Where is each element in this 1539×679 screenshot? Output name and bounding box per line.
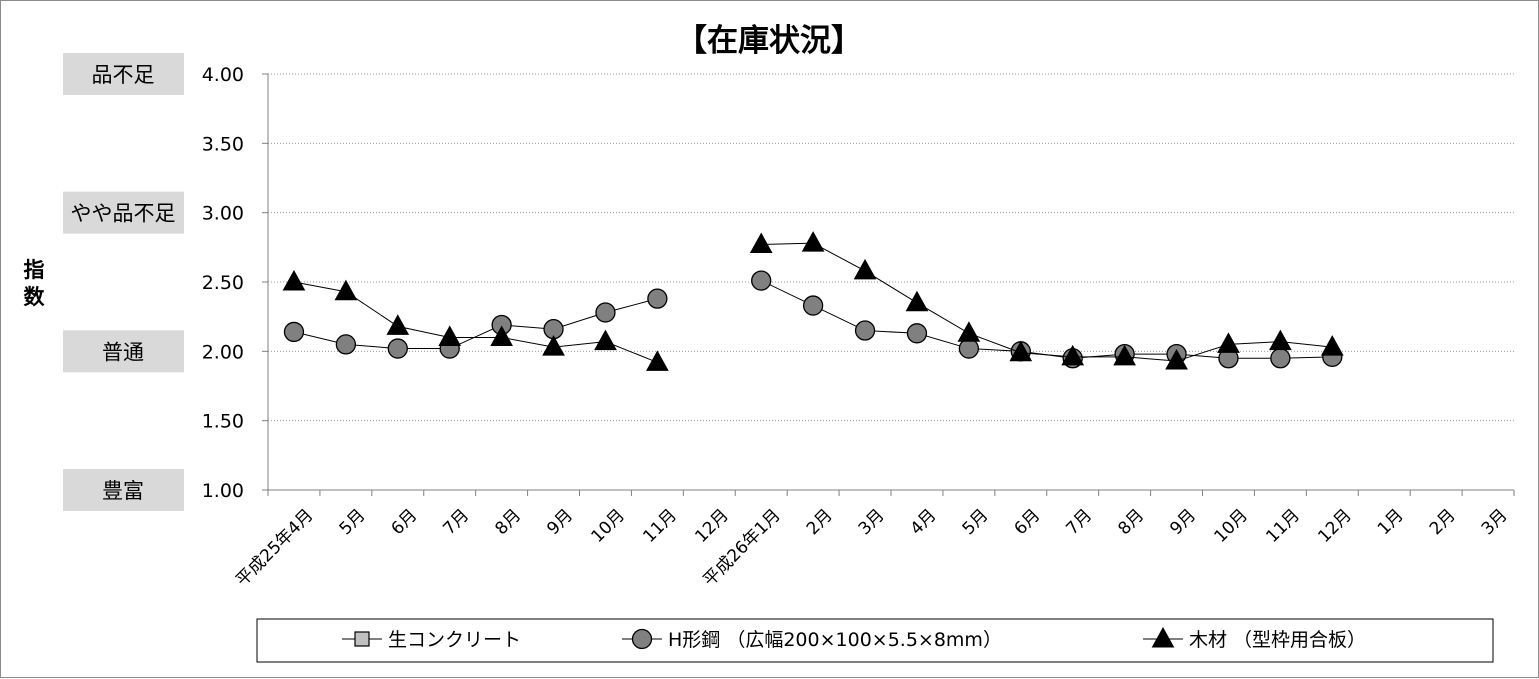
- x-tick-label: 8月: [1114, 505, 1148, 539]
- y-axis-label-char: 数: [24, 285, 46, 309]
- y-tick-label: 1.50: [202, 411, 244, 433]
- x-tick-label: 6月: [388, 505, 422, 539]
- data-point-circle: [647, 288, 668, 309]
- x-tick-label: 8月: [491, 505, 525, 539]
- y-tick-label: 4.00: [202, 64, 244, 86]
- data-point-triangle: [542, 335, 565, 356]
- x-tick-label: 平成25年4月: [232, 505, 317, 590]
- series-triangle: [282, 231, 1344, 371]
- x-tick-label: 12月: [691, 505, 732, 546]
- data-point-triangle: [1113, 344, 1136, 366]
- y-tick-label: 3.50: [202, 133, 244, 155]
- legend-label: H形鋼 （広幅200×100×5.5×8mm）: [668, 629, 1002, 651]
- category-label-box: [63, 330, 184, 373]
- x-tick-label: 10月: [1211, 505, 1252, 546]
- axes: [262, 73, 1515, 496]
- data-point-triangle: [1269, 329, 1292, 351]
- data-point-circle: [335, 334, 357, 355]
- y-tick-label: 2.50: [202, 272, 244, 294]
- legend-marker-triangle: [1151, 626, 1175, 648]
- data-point-triangle: [282, 269, 306, 291]
- data-point-circle: [906, 323, 928, 344]
- category-label-box: [63, 191, 184, 234]
- data-point-circle: [958, 338, 980, 359]
- category-label: やや品不足: [71, 202, 176, 226]
- legend-label: 生コンクリート: [388, 629, 521, 651]
- x-tick-label: 3月: [855, 505, 889, 539]
- data-point-circle: [387, 338, 408, 359]
- y-tick-labels: 4.00 3.50 3.00 2.50 2.00 1.50 1.00: [202, 64, 244, 502]
- category-label: 豊富: [102, 479, 144, 503]
- data-point-triangle: [438, 325, 462, 346]
- series: [282, 231, 1344, 371]
- data-point-triangle: [386, 314, 410, 335]
- x-tick-label: 12月: [1314, 505, 1355, 546]
- x-tick-label: 5月: [959, 505, 993, 539]
- y-axis-label: 指数: [24, 258, 46, 309]
- data-point-circle: [283, 321, 305, 343]
- chart-title: 【在庫状況】: [676, 23, 862, 59]
- category-label-box: [63, 53, 184, 95]
- x-tick-label: 2月: [803, 505, 837, 539]
- x-tick-label: 6月: [1011, 505, 1045, 539]
- x-tick-label: 7月: [1062, 505, 1096, 539]
- legend: 生コンクリート H形鋼 （広幅200×100×5.5×8mm） 木材 （型枠用合板）: [256, 618, 1494, 663]
- x-tick-label: 11月: [639, 505, 680, 546]
- data-point-circle: [595, 302, 616, 323]
- data-point-triangle: [801, 231, 825, 252]
- y-tick-label: 1.00: [202, 480, 244, 502]
- legend-label: 木材 （型枠用合板）: [1189, 629, 1366, 651]
- series-line: [761, 242, 1333, 362]
- data-point-triangle: [1217, 332, 1240, 353]
- series-circle: [283, 270, 1343, 369]
- y-tick-label: 2.00: [202, 341, 244, 363]
- data-point-circle: [751, 270, 772, 291]
- legend-marker-circle: [631, 628, 653, 650]
- x-tick-label: 7月: [439, 505, 473, 539]
- data-point-triangle: [490, 325, 513, 346]
- data-point-triangle: [646, 350, 669, 371]
- x-tick-label: 2月: [1426, 505, 1460, 539]
- data-point-triangle: [594, 329, 617, 351]
- data-point-triangle: [1061, 344, 1085, 366]
- x-tick-label: 5月: [336, 505, 370, 539]
- legend-marker-square: [354, 631, 370, 647]
- x-tick-label: 10月: [588, 505, 629, 546]
- data-point-triangle: [1165, 349, 1188, 370]
- x-tick-label: 3月: [1478, 505, 1512, 539]
- data-point-triangle: [334, 279, 358, 301]
- y-tick-label: 3.00: [202, 203, 244, 225]
- gridlines: [268, 73, 1514, 422]
- x-tick-label: 4月: [907, 505, 941, 539]
- data-point-circle: [802, 295, 824, 316]
- x-tick-label: 1月: [1374, 505, 1408, 539]
- category-label: 品不足: [92, 63, 155, 87]
- category-label: 普通: [102, 340, 144, 364]
- data-point-triangle: [1009, 340, 1033, 362]
- data-point-circle: [854, 320, 876, 341]
- y-axis-label-char: 指: [24, 258, 45, 282]
- x-tick-label: 11月: [1262, 505, 1303, 546]
- data-point-circle: [1270, 348, 1291, 369]
- data-point-triangle: [957, 321, 981, 342]
- data-point-triangle: [749, 232, 773, 254]
- x-tick-label: 9月: [543, 505, 577, 539]
- legend-box: [256, 618, 1494, 663]
- series-line: [760, 280, 1333, 359]
- data-point-triangle: [853, 258, 877, 280]
- category-label-box: [63, 469, 184, 511]
- data-point-triangle: [905, 290, 929, 312]
- x-tick-label: 9月: [1166, 505, 1200, 539]
- data-point-triangle: [1320, 335, 1344, 356]
